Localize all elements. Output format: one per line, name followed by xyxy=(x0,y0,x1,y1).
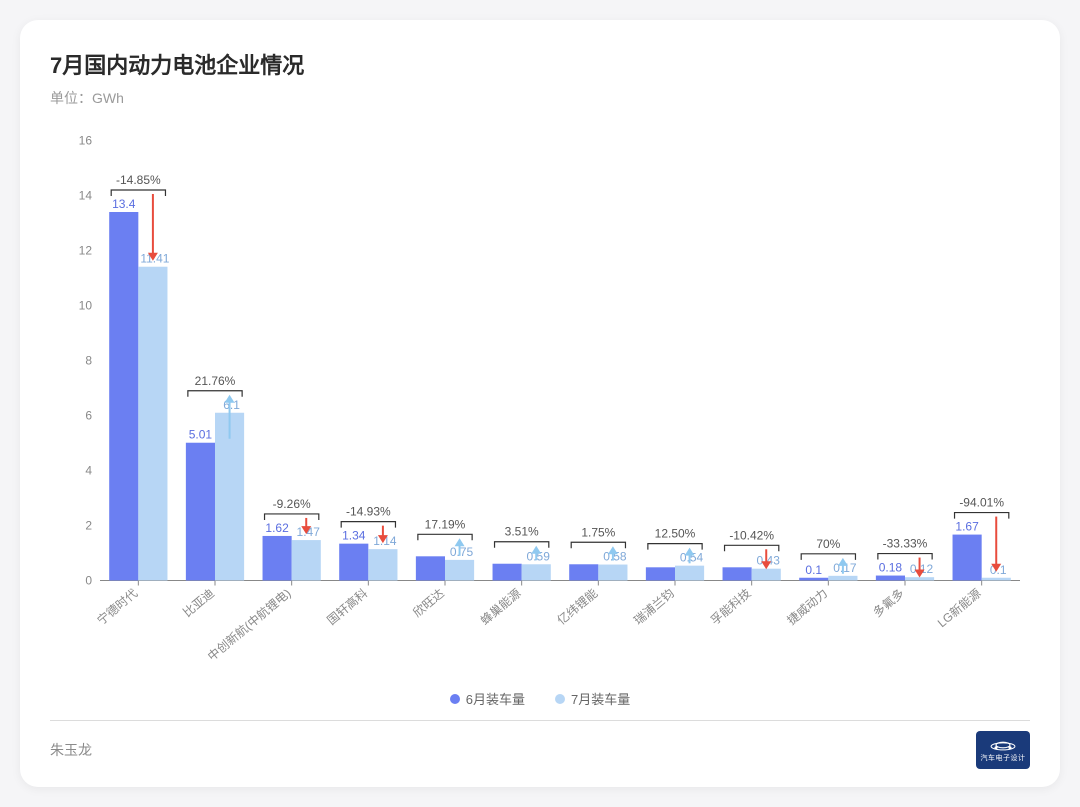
svg-text:0.12: 0.12 xyxy=(910,562,934,576)
svg-text:21.76%: 21.76% xyxy=(195,374,236,388)
svg-text:0.18: 0.18 xyxy=(879,561,903,575)
svg-text:16: 16 xyxy=(79,134,93,148)
svg-text:8: 8 xyxy=(85,354,92,368)
legend-item-june: 6月装车量 xyxy=(450,689,525,708)
chart-area: 024681012141613.411.41-14.85%宁德时代5.016.1… xyxy=(50,118,1030,683)
svg-text:1.34: 1.34 xyxy=(342,529,366,543)
svg-text:10: 10 xyxy=(79,299,93,313)
svg-text:1.67: 1.67 xyxy=(955,520,979,534)
svg-text:-14.85%: -14.85% xyxy=(116,173,161,187)
svg-text:LG新能源: LG新能源 xyxy=(934,585,983,630)
svg-text:瑞浦兰钧: 瑞浦兰钧 xyxy=(631,586,677,628)
svg-text:12.50%: 12.50% xyxy=(655,527,696,541)
svg-text:3.51%: 3.51% xyxy=(505,525,539,539)
legend: 6月装车量 7月装车量 xyxy=(50,689,1030,708)
svg-text:4: 4 xyxy=(85,464,92,478)
author-name: 朱玉龙 xyxy=(50,740,92,760)
svg-text:2: 2 xyxy=(85,519,92,533)
svg-text:-33.33%: -33.33% xyxy=(883,537,928,551)
legend-dot-june xyxy=(450,694,460,704)
legend-label-july: 7月装车量 xyxy=(571,689,630,708)
svg-text:0: 0 xyxy=(85,574,92,588)
svg-text:6: 6 xyxy=(85,409,92,423)
footer: 朱玉龙 汽车电子设计 xyxy=(50,720,1030,769)
svg-text:0.75: 0.75 xyxy=(450,545,474,559)
svg-text:中创新航(中航锂电): 中创新航(中航锂电) xyxy=(204,585,293,663)
chart-subtitle: 单位：GWh xyxy=(50,88,1030,108)
svg-text:欣旺达: 欣旺达 xyxy=(410,586,447,620)
svg-text:70%: 70% xyxy=(816,537,840,551)
svg-text:1.75%: 1.75% xyxy=(581,525,615,539)
svg-text:比亚迪: 比亚迪 xyxy=(180,586,217,620)
svg-text:宁德时代: 宁德时代 xyxy=(94,585,140,627)
legend-dot-july xyxy=(555,694,565,704)
bar-chart: 024681012141613.411.41-14.85%宁德时代5.016.1… xyxy=(50,118,1030,683)
svg-text:12: 12 xyxy=(79,244,93,258)
svg-text:蜂巢能源: 蜂巢能源 xyxy=(478,586,524,628)
svg-text:-94.01%: -94.01% xyxy=(959,496,1004,510)
svg-text:-14.93%: -14.93% xyxy=(346,505,391,519)
chart-card: 7月国内动力电池企业情况 单位：GWh 024681012141613.411.… xyxy=(20,20,1060,787)
svg-text:1.62: 1.62 xyxy=(265,521,289,535)
svg-text:17.19%: 17.19% xyxy=(425,517,466,531)
svg-text:-10.42%: -10.42% xyxy=(729,528,774,542)
svg-text:-9.26%: -9.26% xyxy=(273,497,311,511)
chart-title: 7月国内动力电池企业情况 xyxy=(50,48,1030,80)
legend-label-june: 6月装车量 xyxy=(466,689,525,708)
svg-text:国轩高科: 国轩高科 xyxy=(324,585,370,627)
svg-text:多氟多: 多氟多 xyxy=(870,586,907,620)
svg-text:5.01: 5.01 xyxy=(189,428,213,442)
svg-text:亿纬锂能: 亿纬锂能 xyxy=(554,585,600,627)
svg-text:孚能科技: 孚能科技 xyxy=(708,586,754,628)
legend-item-july: 7月装车量 xyxy=(555,689,630,708)
brand-logo: 汽车电子设计 xyxy=(976,731,1030,769)
logo-text: 汽车电子设计 xyxy=(981,753,1026,763)
svg-text:14: 14 xyxy=(79,189,93,203)
svg-text:捷威动力: 捷威动力 xyxy=(784,586,830,628)
svg-text:0.1: 0.1 xyxy=(805,563,822,577)
svg-text:13.4: 13.4 xyxy=(112,197,136,211)
car-icon xyxy=(989,738,1017,752)
